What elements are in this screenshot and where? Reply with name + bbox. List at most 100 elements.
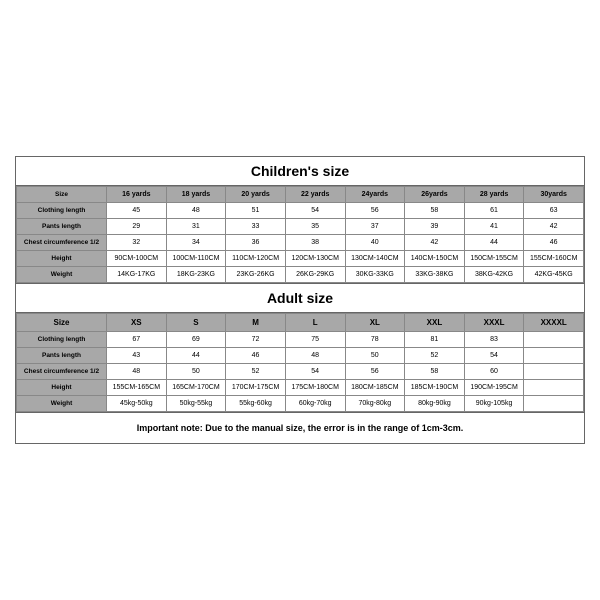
cell: 45	[107, 203, 167, 219]
cell: 35	[285, 219, 345, 235]
cell: 50kg-55kg	[166, 396, 226, 412]
children-title: Children's size	[16, 157, 584, 186]
table-row: Height90CM-100CM100CM-110CM110CM-120CM12…	[17, 251, 584, 267]
table-row: Clothing length67697275788183	[17, 332, 584, 348]
cell: 78	[345, 332, 405, 348]
cell: 75	[285, 332, 345, 348]
cell: 38	[285, 235, 345, 251]
cell	[524, 348, 584, 364]
cell	[524, 364, 584, 380]
col-header: XXL	[405, 314, 465, 332]
cell: 43	[107, 348, 167, 364]
cell: 60	[464, 364, 524, 380]
col-header: L	[285, 314, 345, 332]
cell: 69	[166, 332, 226, 348]
row-label: Clothing length	[17, 332, 107, 348]
cell	[524, 396, 584, 412]
cell: 70kg-80kg	[345, 396, 405, 412]
cell: 34	[166, 235, 226, 251]
row-label: Weight	[17, 267, 107, 283]
col-header: 16 yards	[107, 187, 167, 203]
cell: 30KG-33KG	[345, 267, 405, 283]
table-row: Weight45kg-50kg50kg-55kg55kg-60kg60kg-70…	[17, 396, 584, 412]
cell: 26KG-29KG	[285, 267, 345, 283]
cell	[524, 380, 584, 396]
children-size-label: Size	[17, 187, 107, 203]
table-row: Pants length2931333537394142	[17, 219, 584, 235]
cell: 54	[285, 364, 345, 380]
cell: 46	[524, 235, 584, 251]
cell: 63	[524, 203, 584, 219]
col-header: XXXL	[464, 314, 524, 332]
cell: 56	[345, 203, 405, 219]
size-chart: Children's size Size 16 yards 18 yards 2…	[15, 156, 585, 444]
adult-header-row: Size XS S M L XL XXL XXXL XXXXL	[17, 314, 584, 332]
cell: 23KG-26KG	[226, 267, 286, 283]
row-label: Chest circumference 1/2	[17, 235, 107, 251]
cell: 67	[107, 332, 167, 348]
cell	[524, 332, 584, 348]
cell: 180CM-185CM	[345, 380, 405, 396]
cell: 46	[226, 348, 286, 364]
cell: 51	[226, 203, 286, 219]
cell: 33KG-38KG	[405, 267, 465, 283]
cell: 110CM-120CM	[226, 251, 286, 267]
cell: 170CM-175CM	[226, 380, 286, 396]
col-header: 22 yards	[285, 187, 345, 203]
cell: 29	[107, 219, 167, 235]
adult-size-label: Size	[17, 314, 107, 332]
cell: 130CM-140CM	[345, 251, 405, 267]
cell: 37	[345, 219, 405, 235]
cell: 31	[166, 219, 226, 235]
cell: 58	[405, 364, 465, 380]
col-header: 28 yards	[464, 187, 524, 203]
col-header: 24yards	[345, 187, 405, 203]
row-label: Pants length	[17, 348, 107, 364]
cell: 55kg-60kg	[226, 396, 286, 412]
cell: 100CM-110CM	[166, 251, 226, 267]
row-label: Chest circumference 1/2	[17, 364, 107, 380]
row-label: Weight	[17, 396, 107, 412]
cell: 18KG-23KG	[166, 267, 226, 283]
row-label: Height	[17, 251, 107, 267]
cell: 120CM-130CM	[285, 251, 345, 267]
col-header: 26yards	[405, 187, 465, 203]
children-table: Size 16 yards 18 yards 20 yards 22 yards…	[16, 186, 584, 283]
cell: 44	[166, 348, 226, 364]
cell: 40	[345, 235, 405, 251]
cell: 140CM-150CM	[405, 251, 465, 267]
cell: 150CM-155CM	[464, 251, 524, 267]
table-row: Height155CM-165CM165CM-170CM170CM-175CM1…	[17, 380, 584, 396]
table-row: Pants length43444648505254	[17, 348, 584, 364]
table-row: Weight14KG-17KG18KG-23KG23KG-26KG26KG-29…	[17, 267, 584, 283]
col-header: 18 yards	[166, 187, 226, 203]
cell: 52	[226, 364, 286, 380]
col-header: XXXXL	[524, 314, 584, 332]
cell: 45kg-50kg	[107, 396, 167, 412]
cell: 58	[405, 203, 465, 219]
cell: 38KG-42KG	[464, 267, 524, 283]
cell: 42	[524, 219, 584, 235]
cell: 48	[285, 348, 345, 364]
important-note: Important note: Due to the manual size, …	[16, 412, 584, 443]
col-header: S	[166, 314, 226, 332]
col-header: 30yards	[524, 187, 584, 203]
cell: 165CM-170CM	[166, 380, 226, 396]
col-header: 20 yards	[226, 187, 286, 203]
cell: 60kg-70kg	[285, 396, 345, 412]
cell: 48	[166, 203, 226, 219]
cell: 44	[464, 235, 524, 251]
col-header: XS	[107, 314, 167, 332]
cell: 80kg-90kg	[405, 396, 465, 412]
cell: 14KG-17KG	[107, 267, 167, 283]
cell: 90kg-105kg	[464, 396, 524, 412]
adult-table: Size XS S M L XL XXL XXXL XXXXL Clothing…	[16, 313, 584, 412]
cell: 42	[405, 235, 465, 251]
cell: 54	[285, 203, 345, 219]
cell: 50	[345, 348, 405, 364]
row-label: Clothing length	[17, 203, 107, 219]
row-label: Pants length	[17, 219, 107, 235]
cell: 54	[464, 348, 524, 364]
cell: 33	[226, 219, 286, 235]
table-row: Chest circumference 1/248505254565860	[17, 364, 584, 380]
